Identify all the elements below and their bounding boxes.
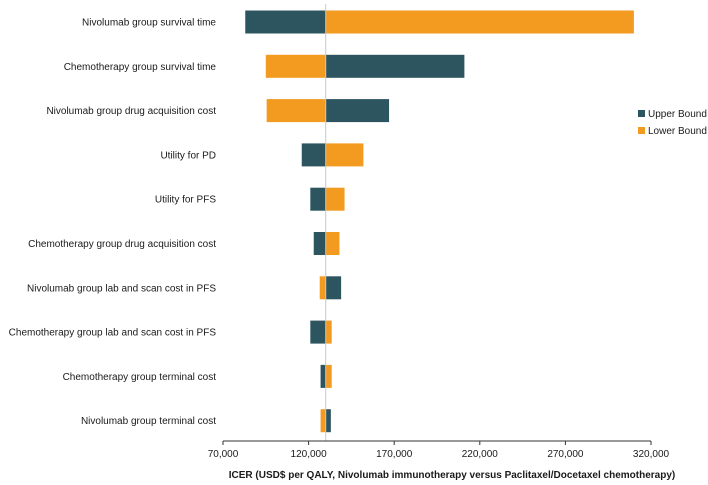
x-tick-label: 170,000 (376, 449, 413, 460)
legend: Upper Bound Lower Bound (638, 109, 707, 137)
bar-upper-6 (325, 276, 342, 300)
bar-upper-8 (320, 364, 326, 388)
bar-lower-8 (325, 364, 332, 388)
bar-lower-7 (325, 320, 332, 344)
bar-upper-7 (310, 320, 326, 344)
bar-upper-1 (325, 54, 465, 78)
category-labels: Nivolumab group survival time Chemotherap… (9, 18, 217, 428)
bar-lower-0 (325, 10, 634, 34)
category-label: Nivolumab group terminal cost (81, 416, 216, 427)
category-label: Nivolumab group survival time (82, 18, 216, 29)
bar-lower-4 (325, 187, 345, 211)
legend-label-upper-bound: Upper Bound (648, 109, 707, 120)
bar-lower-1 (265, 54, 326, 78)
bar-upper-9 (325, 409, 331, 433)
legend-swatch-upper-bound (638, 110, 645, 117)
category-label: Nivolumab group lab and scan cost in PFS (27, 283, 216, 294)
category-label: Chemotherapy group survival time (64, 62, 217, 73)
x-axis-label: ICER (USD$ per QALY, Nivolumab immunothe… (229, 470, 675, 481)
bars-layer (245, 10, 634, 433)
bar-upper-4 (310, 187, 326, 211)
category-label: Chemotherapy group drug acquisition cost (28, 239, 216, 250)
x-axis-ticks: 70,000 120,000 170,000 220,000 270,000 320,00… (208, 441, 670, 460)
category-label: Utility for PD (160, 150, 216, 161)
bar-upper-2 (325, 99, 390, 123)
bar-lower-9 (320, 409, 326, 433)
bar-lower-3 (325, 143, 364, 167)
bar-lower-6 (319, 276, 326, 300)
category-label: Chemotherapy group lab and scan cost in … (9, 328, 217, 339)
category-label: Nivolumab group drug acquisition cost (46, 106, 216, 117)
bar-lower-2 (266, 99, 326, 123)
x-tick-label: 120,000 (291, 449, 328, 460)
category-label: Chemotherapy group terminal cost (63, 372, 217, 383)
x-tick-label: 220,000 (462, 449, 499, 460)
bar-upper-5 (313, 232, 326, 255)
x-tick-label: 270,000 (547, 449, 584, 460)
category-label: Utility for PFS (155, 195, 216, 206)
x-tick-label: 70,000 (208, 449, 239, 460)
bar-lower-5 (325, 232, 340, 255)
bar-upper-0 (245, 10, 326, 34)
x-tick-label: 320,000 (633, 449, 670, 460)
legend-swatch-lower-bound (638, 127, 645, 134)
legend-label-lower-bound: Lower Bound (648, 126, 707, 137)
bar-upper-3 (301, 143, 326, 167)
